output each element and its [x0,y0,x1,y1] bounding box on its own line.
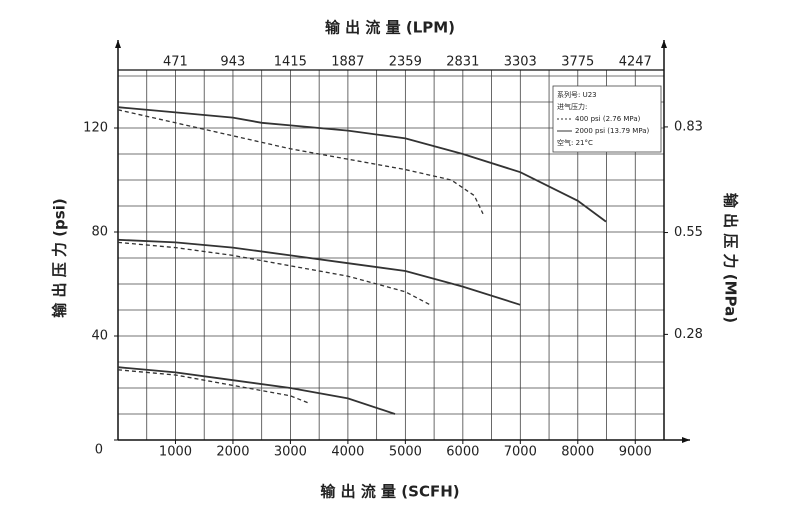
legend-text: 2000 psi (13.79 MPa) [575,127,650,135]
x-arrow [682,437,690,443]
x2-tick-label: 3775 [561,55,594,70]
x-tick-label: 5000 [389,445,422,460]
x-tick-label: 7000 [504,445,537,460]
x2-tick-label: 2831 [446,55,479,70]
x-tick-label: 4000 [331,445,364,460]
x2-tick-label: 3303 [504,55,537,70]
right-axis-title: 输 出 压 力 (MPa) [722,193,740,323]
x-tick-label: 3000 [274,445,307,460]
series-line [117,106,607,223]
legend-text: 400 psi (2.76 MPa) [575,115,641,123]
y-tick-label: 120 [83,121,108,136]
left-axis-title: 输 出 压 力 (psi) [51,198,69,317]
x2-tick-label: 1415 [274,55,307,70]
x-tick-label: 8000 [561,445,594,460]
bottom-axis-title: 输 出 流 量 (SCFH) [320,483,459,501]
y-arrow [115,40,121,48]
x2-tick-label: 1887 [331,55,364,70]
y2-tick-label: 0.83 [674,119,703,134]
top-axis-title: 输 出 流 量 (LPM) [325,19,455,37]
series-line [117,366,396,415]
x-tick-label: 6000 [446,445,479,460]
y-tick-label: 40 [91,329,108,344]
x2-tick-label: 471 [163,55,188,70]
x2-tick-label: 4247 [619,55,652,70]
series-line [117,238,521,306]
y2-tick-label: 0.55 [674,225,703,240]
y2-tick-label: 0.28 [674,327,703,342]
series-line [117,241,431,306]
y-tick-label: 80 [91,225,108,240]
legend-text: 系列号: U23 [557,90,597,99]
x-tick-label: 2000 [216,445,249,460]
x2-tick-label: 943 [220,55,245,70]
x-tick-label: 1000 [159,445,192,460]
legend-text: 进气压力: [557,102,587,111]
series-line [117,369,311,405]
y2-arrow [661,40,667,48]
legend-text: 空气: 21°C [557,138,593,147]
x-tick-label: 9000 [619,445,652,460]
series-line [117,109,484,215]
x2-tick-label: 2359 [389,55,422,70]
y-tick-label: 0 [95,443,103,458]
